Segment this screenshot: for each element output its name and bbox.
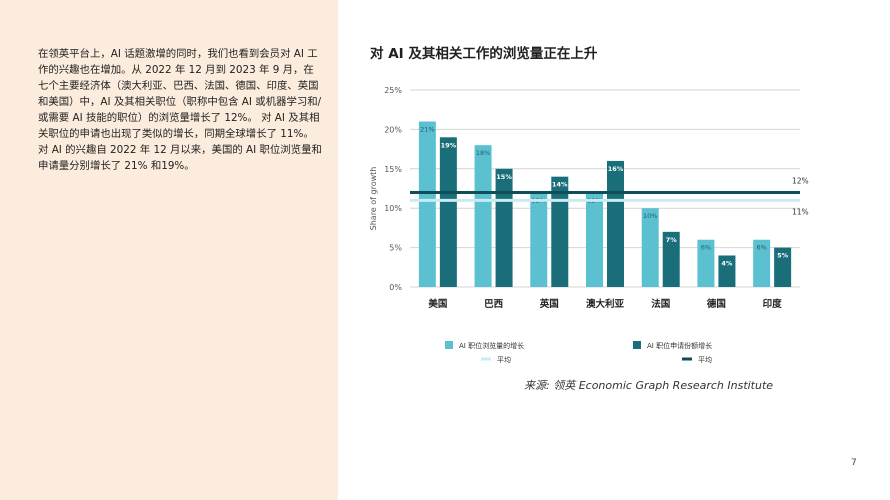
bar-applications <box>662 231 680 287</box>
y-tick-label: 15% <box>384 165 402 174</box>
bar-views <box>586 192 603 287</box>
x-tick-label: 巴西 <box>484 299 504 310</box>
average-label: 12% <box>792 176 809 185</box>
bar-views <box>418 121 436 287</box>
bar-chart: 0% 5% 10% 15% 20% 25% Share of growth 21% 19% 美国 1… <box>369 86 809 364</box>
bar-views <box>530 192 548 287</box>
bar-applications <box>551 176 569 287</box>
x-tick-label: 美国 <box>427 298 447 310</box>
x-tick-label: 德国 <box>707 298 726 310</box>
left-panel <box>0 0 338 500</box>
data-label-applications: 16% <box>608 165 624 173</box>
legend-label-applications: AI 职位申请份额增长 <box>647 341 712 350</box>
data-label-views: 21% <box>420 126 434 134</box>
data-label-applications: 7% <box>666 236 678 244</box>
data-label-views: 18% <box>476 149 490 157</box>
y-tick-label: 25% <box>384 86 402 95</box>
bar-views <box>474 145 492 287</box>
legend-label-applications-average: 平均 <box>698 355 712 364</box>
y-axis-label: Share of growth <box>369 167 378 231</box>
page-number: 7 <box>851 458 857 468</box>
bar-applications <box>718 255 736 287</box>
x-tick-label: 英国 <box>540 298 559 310</box>
y-tick-label: 10% <box>384 204 402 213</box>
data-label-applications: 5% <box>777 252 789 260</box>
data-label-views: 6% <box>756 244 766 252</box>
x-tick-label: 澳大利亚 <box>586 298 625 310</box>
legend-swatch-applications <box>633 341 641 349</box>
bar-views <box>641 208 659 287</box>
bar-applications <box>439 137 457 287</box>
data-label-views: 10% <box>643 212 657 220</box>
x-tick-label: 法国 <box>651 298 670 310</box>
y-tick-label: 20% <box>384 125 402 134</box>
data-label-views: 6% <box>701 244 711 252</box>
y-tick-label: 0% <box>389 283 402 292</box>
bar-applications <box>774 247 792 287</box>
legend-swatch-views <box>445 341 453 349</box>
data-label-applications: 4% <box>721 259 733 267</box>
data-label-applications: 15% <box>496 173 512 181</box>
chart-title: 对 AI 及其相关工作的浏览量正在上升 <box>370 46 598 62</box>
bar-views <box>697 239 715 287</box>
data-label-applications: 14% <box>552 181 568 189</box>
source-note: 来源: 领英 Economic Graph Research Institute <box>524 379 774 392</box>
average-label: 11% <box>792 207 809 216</box>
y-tick-label: 5% <box>389 244 402 253</box>
x-tick-label: 印度 <box>763 298 783 310</box>
bar-applications <box>495 168 513 287</box>
legend-label-views: AI 职位浏览量的增长 <box>459 341 524 350</box>
legend-label-views-average: 平均 <box>497 355 511 364</box>
data-label-applications: 19% <box>441 141 457 149</box>
bar-views <box>753 239 771 287</box>
bar-applications <box>607 160 624 287</box>
body-paragraph: 在领英平台上，AI 话题激增的同时，我们也看到会员对 AI 工作的兴趣也在增加。… <box>38 48 322 172</box>
